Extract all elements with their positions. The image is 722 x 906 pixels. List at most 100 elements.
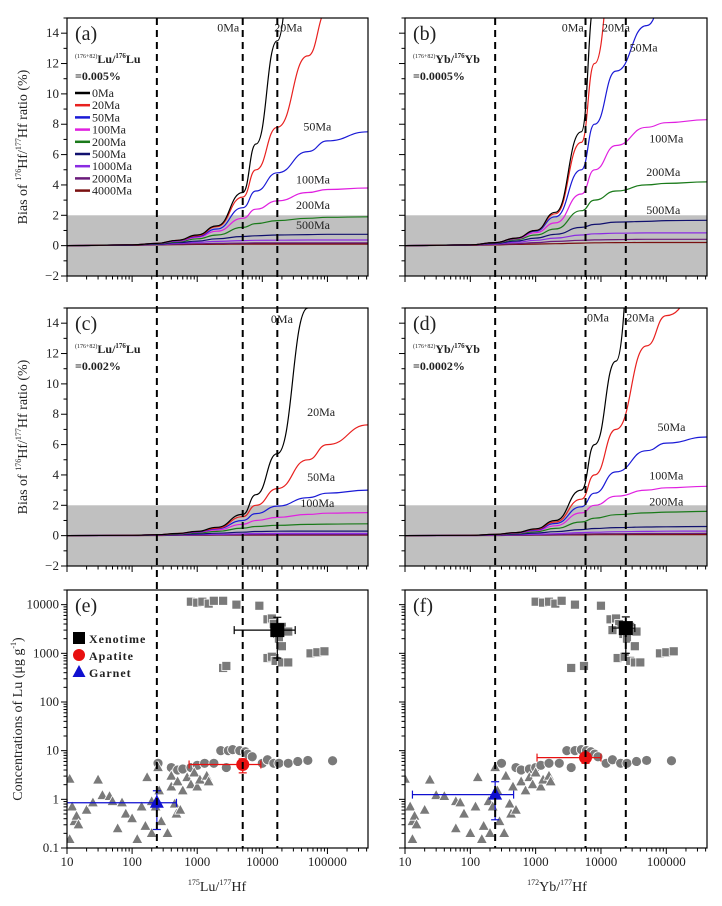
x-tick-label: 100 <box>461 854 481 869</box>
xenotime-point <box>668 646 679 657</box>
apatite-point <box>273 757 285 769</box>
x-tick-label: 100000 <box>308 854 347 869</box>
apatite-point <box>631 756 642 767</box>
mean-marker-Xenotime <box>618 621 633 636</box>
plot-frame <box>404 307 708 567</box>
legend-marker-Apatite <box>73 649 85 661</box>
xenotime-point <box>556 595 567 606</box>
garnet-point <box>96 788 109 800</box>
plot-frame <box>66 307 369 567</box>
panel-f: 10 100 1000 10000 100000 (f) <box>399 589 708 869</box>
y-tick-label: 2 <box>53 497 60 512</box>
garnet-point <box>454 795 467 808</box>
garnet-point <box>477 819 490 831</box>
xenotime-point <box>283 626 294 637</box>
garnet-point <box>457 807 471 819</box>
garnet-point <box>161 826 174 838</box>
apatite-point <box>208 757 220 769</box>
isobaric-ratio-annotation: (176+82)Yb/176Yb <box>413 52 480 66</box>
legend: Xenotime Apatite Garnet <box>72 632 145 680</box>
garnet-point <box>191 780 204 792</box>
xenotime-point <box>221 661 232 671</box>
garnet-point <box>86 795 100 808</box>
xenotime-point <box>579 661 589 671</box>
garnet-point <box>202 774 215 787</box>
legend-label-0Ma: 0Ma <box>92 86 115 100</box>
xenotime-point <box>218 595 229 606</box>
garnet-point <box>526 777 539 790</box>
garnet-point <box>131 832 144 844</box>
curve-label-20Ma: 20Ma <box>274 21 303 35</box>
x-tick-label: 1000 <box>523 854 549 869</box>
curve-label-50Ma: 50Ma <box>657 420 686 434</box>
apatite-point <box>553 757 565 769</box>
xenotime-point <box>277 641 287 652</box>
apatite-point <box>302 755 314 766</box>
garnet-point <box>119 807 132 819</box>
y-tick-label: 100 <box>40 694 60 709</box>
y-tick-label: 4 <box>53 467 60 482</box>
y-tick-label: 10 <box>46 86 59 101</box>
garnet-point <box>188 766 201 778</box>
panel-c: 0Ma 20Ma 50Ma 100Ma −2 0 2 4 6 8 10 12 14 (c) (176+82)… <box>45 307 369 573</box>
garnet-point <box>176 783 189 796</box>
garnet-point <box>483 826 497 838</box>
xenotime-point <box>208 595 219 606</box>
garnet-point <box>115 795 129 808</box>
garnet-point <box>405 800 417 812</box>
curve-label-0Ma: 0Ma <box>271 312 294 326</box>
garnet-point <box>80 803 93 815</box>
curve-label-0Ma: 0Ma <box>217 21 240 35</box>
garnet-point <box>111 821 124 834</box>
ylabel-a: Bias of 176Hf/177Hf ratio (%) <box>14 69 31 224</box>
y-tick-label: 1 <box>53 791 60 806</box>
legend-marker-Garnet <box>72 665 86 677</box>
garnet-point <box>67 800 79 812</box>
curve-label-200Ma: 200Ma <box>649 494 684 508</box>
curve-label-200Ma: 200Ma <box>646 165 681 179</box>
curve-label-100Ma: 100Ma <box>649 131 684 145</box>
series-line-0Ma <box>405 18 592 247</box>
garnet-point <box>438 789 451 801</box>
garnet-point <box>70 809 83 821</box>
y-tick-label: 12 <box>46 346 59 361</box>
apatite-point <box>543 757 555 769</box>
y-tick-label: −2 <box>45 558 59 573</box>
x-tick-label: 100 <box>122 854 142 869</box>
xenotime-point <box>254 600 265 611</box>
y-tick-label: 0 <box>53 238 60 253</box>
garnet-point <box>145 826 158 838</box>
isobaric-ratio-annotation: (176+82)Lu/176Lu <box>75 52 141 66</box>
garnet-point <box>140 770 154 782</box>
xenotime-point <box>319 646 330 657</box>
ylabel-e: Concentrations of Lu (μg g-1) <box>9 637 26 801</box>
mean-marker-Garnet <box>488 786 503 800</box>
panel-d: 0Ma 20Ma 50Ma 100Ma 200Ma (d) (176+82)Yb/176Yb… <box>399 307 708 572</box>
curve-label-500Ma: 500Ma <box>646 203 681 217</box>
garnet-point <box>469 800 482 812</box>
panel-label-d: (d) <box>413 313 436 335</box>
garnet-point <box>67 772 76 784</box>
garnet-point <box>155 814 168 826</box>
garnet-point <box>91 773 105 785</box>
garnet-point <box>405 772 412 784</box>
garnet-point <box>171 774 184 787</box>
curve-label-100Ma: 100Ma <box>300 496 335 510</box>
xenotime-point <box>570 599 580 610</box>
garnet-point <box>406 832 419 844</box>
garnet-point <box>534 780 547 792</box>
curve-label-0Ma: 0Ma <box>562 21 585 35</box>
isobaric-ratio-annotation: (176+82)Yb/176Yb <box>413 342 480 356</box>
plot-area-d: 0Ma 20Ma 50Ma 100Ma 200Ma <box>405 308 707 566</box>
apatite-point <box>199 757 211 769</box>
curve-label-0Ma: 0Ma <box>587 311 610 325</box>
y-tick-label: 10 <box>46 376 59 391</box>
curve-label-50Ma: 50Ma <box>303 119 332 133</box>
plot-frame <box>66 17 369 277</box>
y-tick-label: 10 <box>46 743 59 758</box>
garnet-point <box>418 803 431 815</box>
x-tick-label: 10 <box>61 854 74 869</box>
legend-label-200Ma: 200Ma <box>92 135 127 149</box>
